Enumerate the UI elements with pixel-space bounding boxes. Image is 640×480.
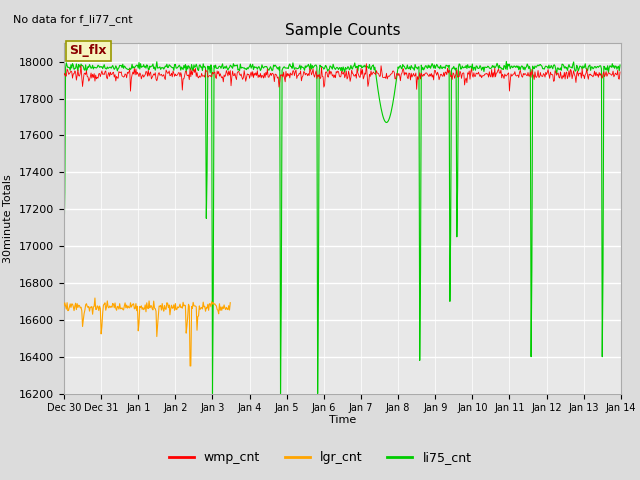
Y-axis label: 30minute Totals: 30minute Totals bbox=[3, 174, 13, 263]
X-axis label: Time: Time bbox=[329, 415, 356, 425]
Legend: wmp_cnt, lgr_cnt, li75_cnt: wmp_cnt, lgr_cnt, li75_cnt bbox=[164, 446, 476, 469]
Text: SI_flx: SI_flx bbox=[70, 44, 107, 57]
Text: No data for f_li77_cnt: No data for f_li77_cnt bbox=[13, 14, 132, 25]
Title: Sample Counts: Sample Counts bbox=[285, 23, 400, 38]
